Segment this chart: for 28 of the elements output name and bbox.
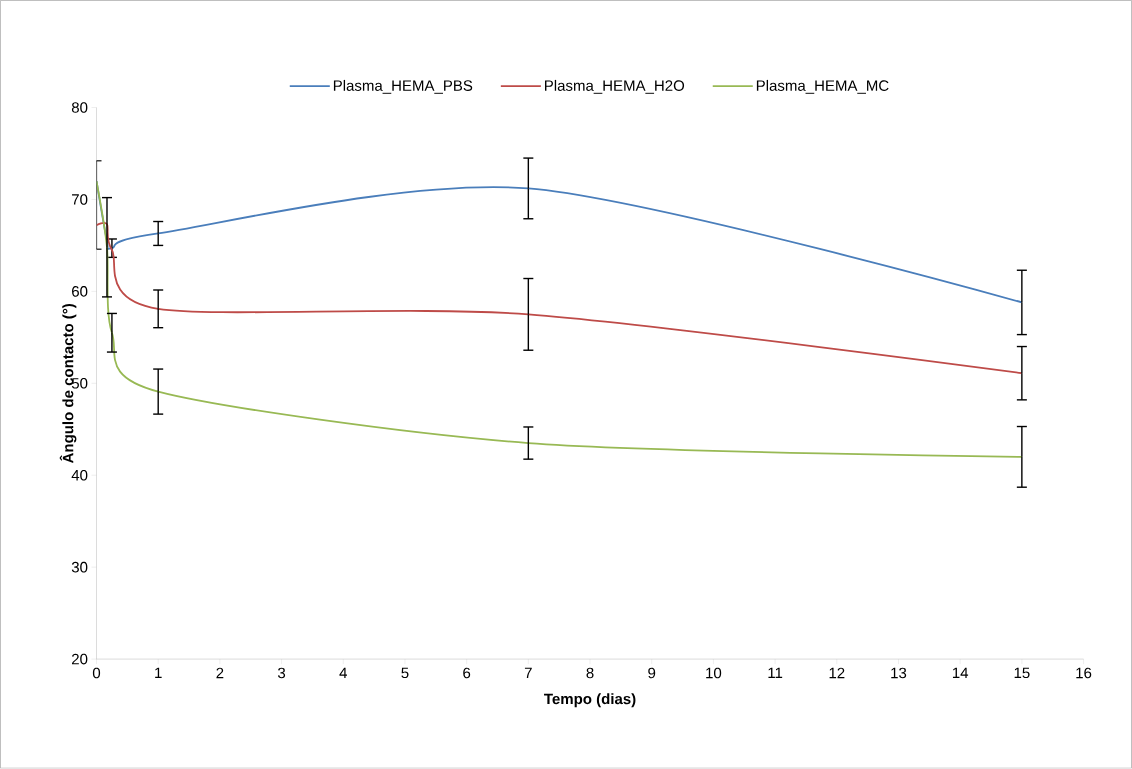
x-tick-label: 9 <box>648 667 656 679</box>
x-tick-label: 15 <box>1014 667 1030 679</box>
y-tick-label: 50 <box>71 378 88 389</box>
x-tick-label: 12 <box>829 667 845 679</box>
x-tick-label: 16 <box>1076 667 1092 679</box>
y-tick-label: 40 <box>71 470 88 481</box>
x-tick-label: 1 <box>155 667 162 679</box>
y-tick-label: 80 <box>71 102 88 114</box>
x-tick-label: 5 <box>401 667 409 679</box>
legend-label: Plasma_HEMA_PBS <box>333 80 473 94</box>
x-tick-label: 8 <box>586 667 594 679</box>
legend-label: Plasma_HEMA_H2O <box>545 80 685 94</box>
x-tick-label: 14 <box>952 667 969 679</box>
x-tick-label: 0 <box>92 667 101 679</box>
y-tick-label: 60 <box>72 286 88 297</box>
y-tick-label: 70 <box>72 194 88 205</box>
x-tick-label: 2 <box>216 667 224 679</box>
x-tick-label: 7 <box>524 667 532 679</box>
y-tick-label: 30 <box>71 562 88 573</box>
x-tick-label: 6 <box>463 667 471 679</box>
x-tick-label: 4 <box>339 667 347 679</box>
x-axis-title: Tempo (dias) <box>544 693 636 708</box>
x-tick-label: 10 <box>706 667 722 679</box>
x-tick-label: 3 <box>277 667 286 679</box>
legend-label: Plasma_HEMA_MC <box>756 80 889 94</box>
x-tick-label: 11 <box>768 667 783 679</box>
y-tick-label: 20 <box>72 653 88 665</box>
x-tick-label: 13 <box>891 667 907 679</box>
